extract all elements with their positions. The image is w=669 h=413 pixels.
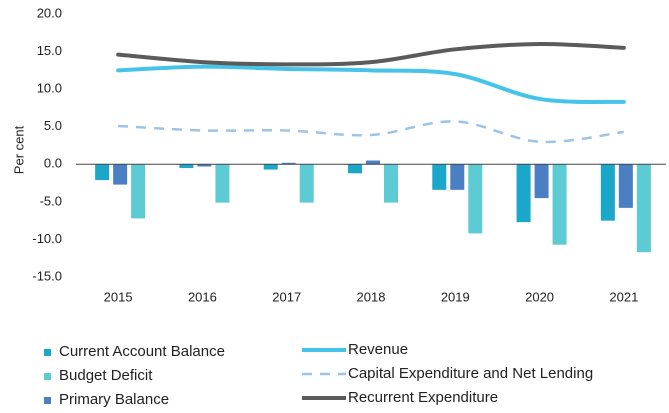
y-axis-label: Per cent [11,125,26,174]
x-tick-label: 2020 [525,289,554,304]
bar [636,164,651,253]
bar [179,164,194,169]
legend-swatch [44,397,51,404]
legend-swatch [44,349,51,356]
bar [516,164,531,223]
x-tick-label: 2018 [357,289,386,304]
bar [600,164,615,221]
x-tick-label: 2021 [609,289,638,304]
y-tick-label: 0.0 [44,156,62,171]
legend-label: Primary Balance [59,391,169,408]
bar [197,164,212,167]
y-tick-label: 20.0 [37,5,62,20]
legend-label: Recurrent Expenditure [348,389,498,406]
y-tick-label: -15.0 [32,268,62,283]
bar [215,164,230,203]
line [116,64,626,104]
bar [113,164,128,185]
bar [348,164,362,174]
legend-label: Capital Expenditure and Net Lending [348,365,593,382]
bar [552,164,567,245]
legend-label: Revenue [348,341,408,358]
bar [263,164,278,170]
y-tick-label: -10.0 [32,231,62,246]
bar [131,164,146,219]
bar [432,164,447,190]
line [118,120,625,144]
line [116,42,626,67]
x-tick-label: 2016 [188,289,217,304]
bar [618,164,633,208]
y-tick-label: -5.0 [40,193,62,208]
bar [384,164,398,203]
legend-label: Current Account Balance [59,343,225,360]
y-tick-label: 10.0 [37,81,62,96]
legend-label: Budget Deficit [59,367,153,384]
y-tick-label: 5.0 [44,118,62,133]
y-tick-label: 15.0 [37,43,62,58]
bar [468,164,483,234]
bar [299,164,314,203]
legend-swatch [44,373,51,380]
bar [534,164,549,199]
x-tick-label: 2019 [441,289,470,304]
x-tick-label: 2017 [272,289,301,304]
bar [95,164,110,181]
bar [450,164,465,190]
x-tick-label: 2015 [104,289,133,304]
bar [366,160,380,165]
bar [281,162,296,165]
